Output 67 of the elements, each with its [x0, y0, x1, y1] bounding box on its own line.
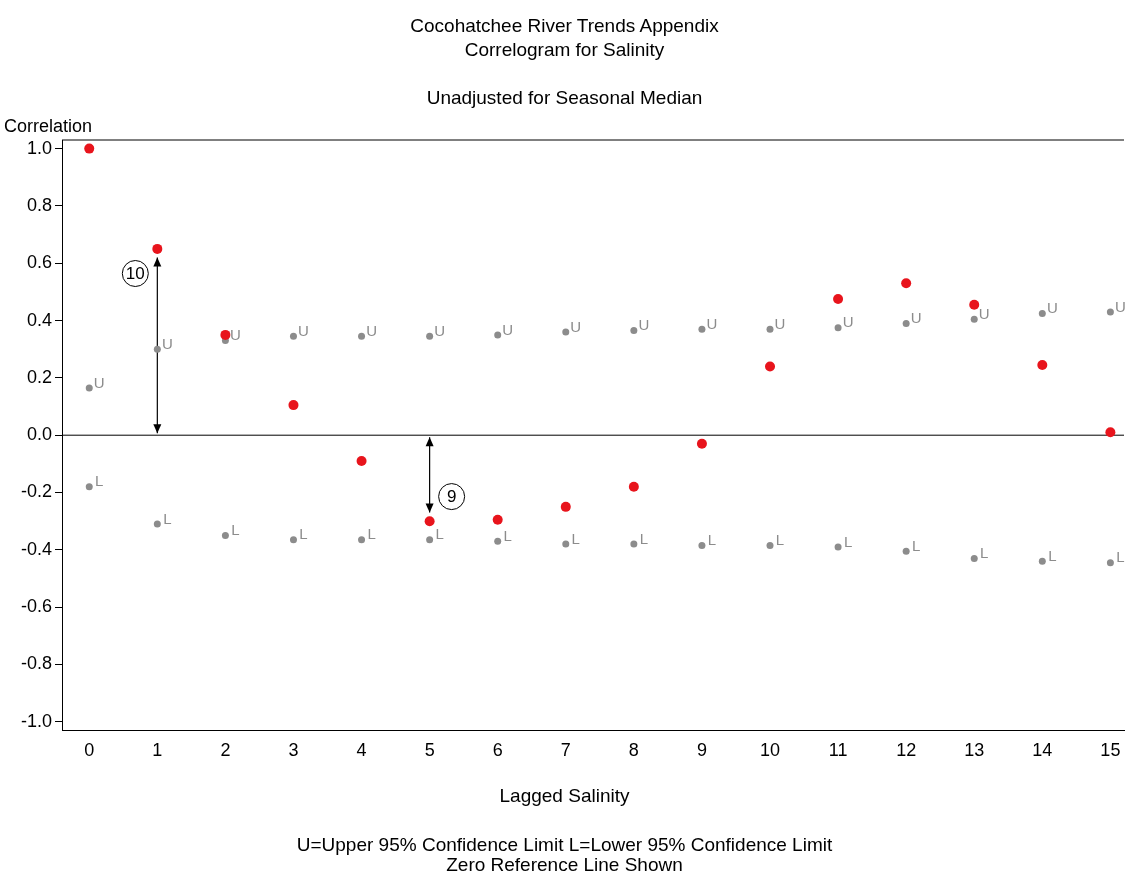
text: U — [161, 334, 173, 352]
y-tick-label: 0.8 — [26, 194, 53, 215]
x-tick-label: 0 — [84, 740, 95, 761]
y-tick-label: 0.4 — [26, 309, 53, 330]
series-label: L — [775, 531, 785, 549]
text: L — [1116, 548, 1125, 566]
x-tick-label: 10 — [759, 740, 781, 761]
x-tick-label: 8 — [628, 740, 639, 761]
text: L — [843, 532, 853, 550]
text: U — [93, 373, 105, 391]
text: L — [911, 536, 921, 554]
y-tick-label: -0.8 — [20, 653, 53, 674]
y-tick-label: -0.4 — [20, 538, 53, 559]
x-tick-label: 13 — [964, 740, 985, 761]
series-label: U — [434, 321, 446, 339]
text: Zero Reference Line Shown — [446, 854, 683, 875]
text: U — [910, 309, 922, 327]
x-tick-label: 15 — [1100, 740, 1121, 761]
x-tick-label: 11 — [828, 740, 848, 761]
text: U — [366, 321, 377, 339]
text: U — [638, 316, 650, 334]
text: U — [706, 314, 718, 332]
x-tick-label: 1 — [152, 740, 163, 761]
text: L — [299, 525, 308, 543]
chart-title: Cocohatchee River Trends Appendix — [409, 14, 720, 38]
text: L — [503, 526, 512, 544]
x-tick-label: 2 — [220, 740, 231, 761]
x-tick-label: 12 — [896, 740, 917, 761]
text: U — [842, 313, 854, 331]
text: L — [95, 472, 104, 490]
text: U=Upper 95% Confidence Limit L=Lower 95% Confidence Limit — [296, 834, 833, 855]
text: L — [980, 544, 989, 562]
text: L — [231, 521, 240, 539]
text: Correlogram for Salinity Unadjusted for Seasonal Median — [426, 39, 703, 108]
x-axis-title: Lagged Salinity — [498, 784, 631, 808]
text: U — [502, 320, 514, 338]
x-tick-label: 5 — [424, 740, 435, 761]
y-axis-title: Correlation — [4, 116, 93, 137]
x-tick-label: 6 — [492, 740, 503, 761]
y-tick-label: 1.0 — [26, 137, 53, 158]
text: U — [570, 317, 582, 335]
text: U — [1046, 299, 1058, 317]
text: L — [435, 525, 444, 543]
y-tick-label: 0.0 — [26, 424, 53, 445]
annotation: 9 — [446, 487, 457, 507]
x-tick-label: 9 — [696, 740, 707, 761]
text: U — [978, 304, 990, 322]
text: U — [1114, 297, 1126, 315]
x-tick-label: 3 — [288, 740, 299, 761]
y-tick-label: 0.2 — [26, 366, 53, 387]
x-tick-label: 14 — [1032, 740, 1053, 761]
text: U — [229, 326, 241, 344]
y-tick-label: -1.0 — [20, 710, 53, 731]
text: L — [639, 529, 649, 547]
text: U — [298, 321, 309, 339]
x-tick-label: 7 — [560, 740, 571, 761]
y-tick-label: 0.6 — [26, 252, 53, 273]
annotation: 10 — [125, 264, 145, 284]
text: U — [774, 314, 786, 332]
text: L — [707, 531, 717, 549]
text: L — [367, 525, 376, 543]
y-tick-label: -0.2 — [20, 481, 53, 502]
x-tick-label: 4 — [356, 740, 367, 761]
text: L — [571, 529, 580, 547]
y-tick-label: -0.6 — [20, 596, 53, 617]
text: L — [163, 509, 172, 527]
text: L — [1048, 546, 1057, 564]
